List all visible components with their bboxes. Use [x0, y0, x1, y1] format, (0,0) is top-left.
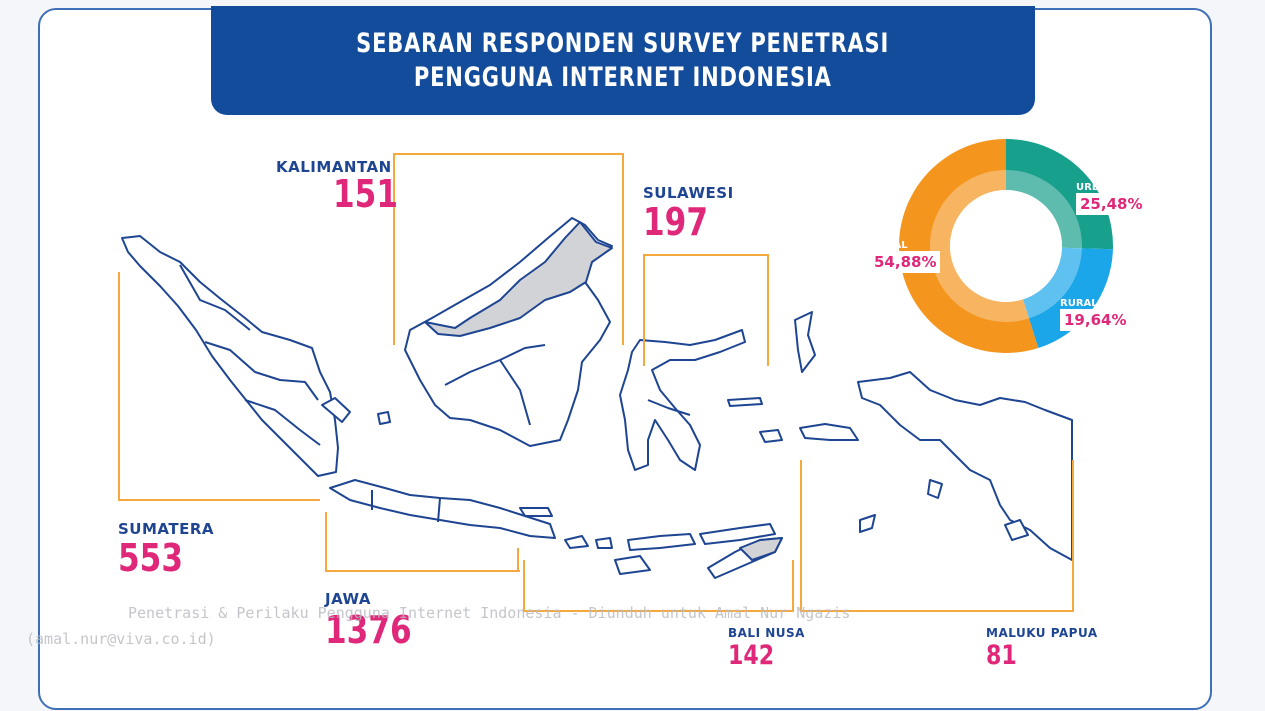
bali-island	[564, 535, 589, 549]
buru-island	[759, 429, 783, 443]
aru-island	[927, 479, 943, 499]
kalimantan-value: 151	[333, 172, 399, 216]
rural-urban-label-text: RURAL - URBAN	[1060, 298, 1149, 309]
watermark-line-2: (amal.nur@viva.co.id)	[26, 630, 216, 648]
lombok-island	[595, 537, 613, 549]
title-banner: SEBARAN RESPONDEN SURVEY PENETRASI PENGG…	[211, 6, 1035, 115]
title-line-2: PENGGUNA INTERNET INDONESIA	[414, 61, 832, 93]
urban-pct: 25,48%	[1076, 193, 1147, 215]
sulawesi-value: 197	[643, 200, 709, 244]
flores-island	[699, 523, 776, 545]
jawa-value: 1376	[325, 608, 412, 652]
papua-island	[857, 371, 1073, 561]
madura-island	[519, 507, 553, 517]
watermark-line-1: Penetrasi & Perilaku Pengguna Internet I…	[128, 604, 851, 622]
seram-island	[799, 423, 859, 441]
rural-label-text: RURAL	[870, 240, 908, 251]
jawa-island	[329, 479, 556, 539]
urban-segment	[1006, 139, 1113, 250]
rural-segment	[899, 139, 1039, 353]
bracket-bali-nusa	[523, 560, 794, 612]
maluku-papua-label: MALUKU PAPUA	[986, 626, 1098, 640]
title-line-1: SEBARAN RESPONDEN SURVEY PENETRASI	[356, 27, 890, 59]
bracket-jawa	[325, 512, 520, 572]
tanimbar-island	[859, 514, 876, 533]
bali-nusa-label: BALI NUSA	[728, 626, 805, 640]
rural-urban-segment	[1022, 247, 1113, 349]
bangka-island	[321, 397, 351, 423]
donut-inner-ring	[930, 170, 1082, 322]
sumbawa-island	[627, 533, 696, 551]
maluku-papua-value: 81	[986, 640, 1017, 671]
sumatera-value: 553	[118, 536, 184, 580]
rural-pct: 54,88%	[870, 251, 941, 273]
jawa-label: JAWA	[325, 590, 371, 608]
sulawesi-label: SULAWESI	[643, 184, 734, 202]
sulawesi-island	[619, 329, 746, 471]
donut-hole	[950, 190, 1062, 302]
rural-label: RURAL 54,88%	[870, 240, 941, 273]
bracket-kalimantan	[393, 153, 624, 345]
timor-highlight	[739, 537, 783, 561]
rural-urban-pct: 19,64%	[1060, 309, 1149, 331]
bali-nusa-value: 142	[728, 640, 775, 671]
sumba-island	[614, 555, 651, 575]
sumatera-label: SUMATERA	[118, 520, 214, 538]
bracket-jawa-tick	[517, 548, 519, 570]
kalimantan-label: KALIMANTAN	[276, 158, 392, 176]
rural-urban-label: RURAL - URBAN 19,64%	[1060, 298, 1149, 331]
urban-label-text: URBAN	[1076, 182, 1116, 193]
sabah-highlight	[424, 221, 613, 337]
bracket-maluku-papua	[800, 460, 1074, 612]
halmahera-island	[794, 311, 816, 373]
bracket-sumatera	[118, 272, 320, 501]
belitung-island	[377, 411, 391, 425]
papua-islet	[1004, 519, 1029, 541]
bracket-sulawesi	[643, 254, 769, 366]
urban-label: URBAN 25,48%	[1076, 182, 1147, 215]
sula-island	[727, 397, 763, 407]
